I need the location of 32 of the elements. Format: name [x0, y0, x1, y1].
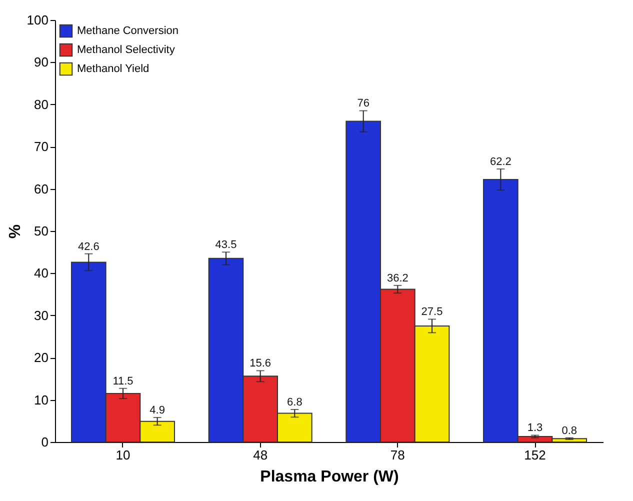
y-tick-label: 0 [41, 434, 48, 450]
y-axis-title: % [6, 224, 24, 239]
data-label: 6.8 [287, 396, 302, 409]
data-label: 43.5 [215, 239, 237, 252]
data-label: 4.9 [150, 404, 165, 417]
y-tick-label: 50 [34, 224, 48, 238]
data-label: 76 [357, 98, 370, 110]
x-tick-label: 152 [524, 448, 546, 462]
y-tick-label: 10 [34, 392, 48, 408]
y-tick-label: 100 [26, 12, 48, 28]
legend-label: Methane Conversion [77, 25, 179, 37]
legend-label: Methanol Yield [77, 63, 150, 75]
y-tick-label: 30 [34, 308, 48, 323]
y-tick-label: 80 [34, 96, 48, 112]
x-tick-label: 78 [390, 448, 405, 462]
y-tick-label: 70 [34, 139, 48, 154]
y-tick-label: 20 [34, 350, 48, 366]
data-label: 15.6 [250, 358, 272, 370]
data-label: 11.5 [112, 375, 134, 388]
x-tick-label: 48 [253, 448, 268, 462]
data-label: 1.3 [527, 422, 543, 434]
x-tick-label: 10 [116, 448, 130, 462]
data-label: 42.6 [78, 240, 100, 253]
data-label: 27.5 [421, 306, 443, 318]
y-tick-label: 40 [34, 266, 48, 281]
data-label: 36.2 [386, 272, 408, 284]
y-tick-label: 60 [34, 181, 48, 196]
y-tick-label: 90 [34, 54, 48, 70]
legend-label: Methanol Selectivity [77, 44, 176, 56]
data-label: 0.8 [562, 424, 577, 437]
data-label: 62.2 [490, 156, 512, 168]
x-axis-title: Plasma Power (W) [260, 468, 399, 486]
